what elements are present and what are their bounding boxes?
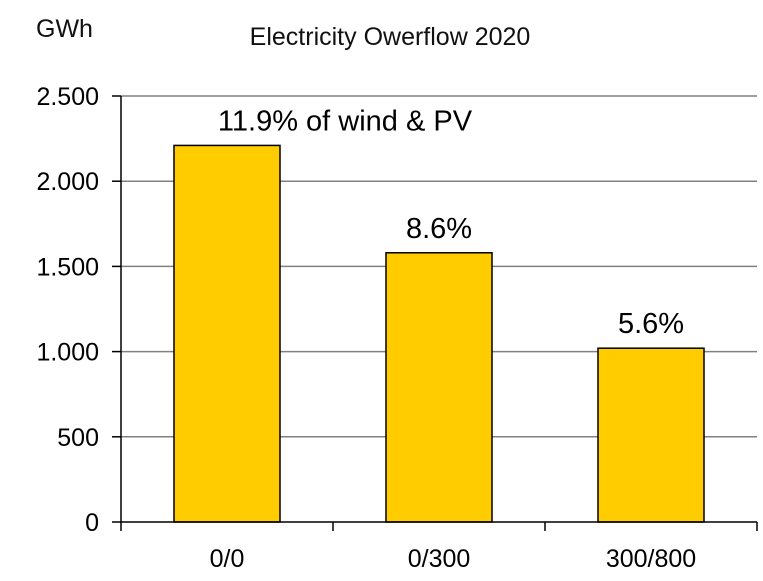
bar — [385, 252, 493, 523]
y-tick-label: 1.000 — [36, 339, 99, 367]
y-tick-label: 500 — [57, 424, 99, 452]
x-tick-label: 300/800 — [606, 545, 696, 573]
data-label: 11.9% of wind & PV — [218, 105, 473, 137]
y-tick-label: 2.000 — [36, 168, 99, 196]
x-tick-label: 0/300 — [408, 545, 471, 573]
bar — [173, 144, 281, 523]
y-tick-label: 2.500 — [36, 83, 99, 111]
y-tick-label: 0 — [85, 509, 99, 537]
bars — [173, 144, 705, 523]
labels: 0 500 1.000 1.500 2.000 2.500 11.9% of wind & … — [36, 83, 696, 573]
x-tick-label: 0/0 — [210, 545, 245, 573]
bar — [597, 347, 705, 523]
y-axis-unit-label: GWh — [36, 15, 93, 43]
data-label: 5.6% — [618, 308, 684, 340]
axes — [112, 95, 758, 531]
chart-title: Electricity Owerflow 2020 — [250, 23, 531, 51]
data-label: 8.6% — [406, 213, 472, 245]
y-tick-label: 1.500 — [36, 253, 99, 281]
